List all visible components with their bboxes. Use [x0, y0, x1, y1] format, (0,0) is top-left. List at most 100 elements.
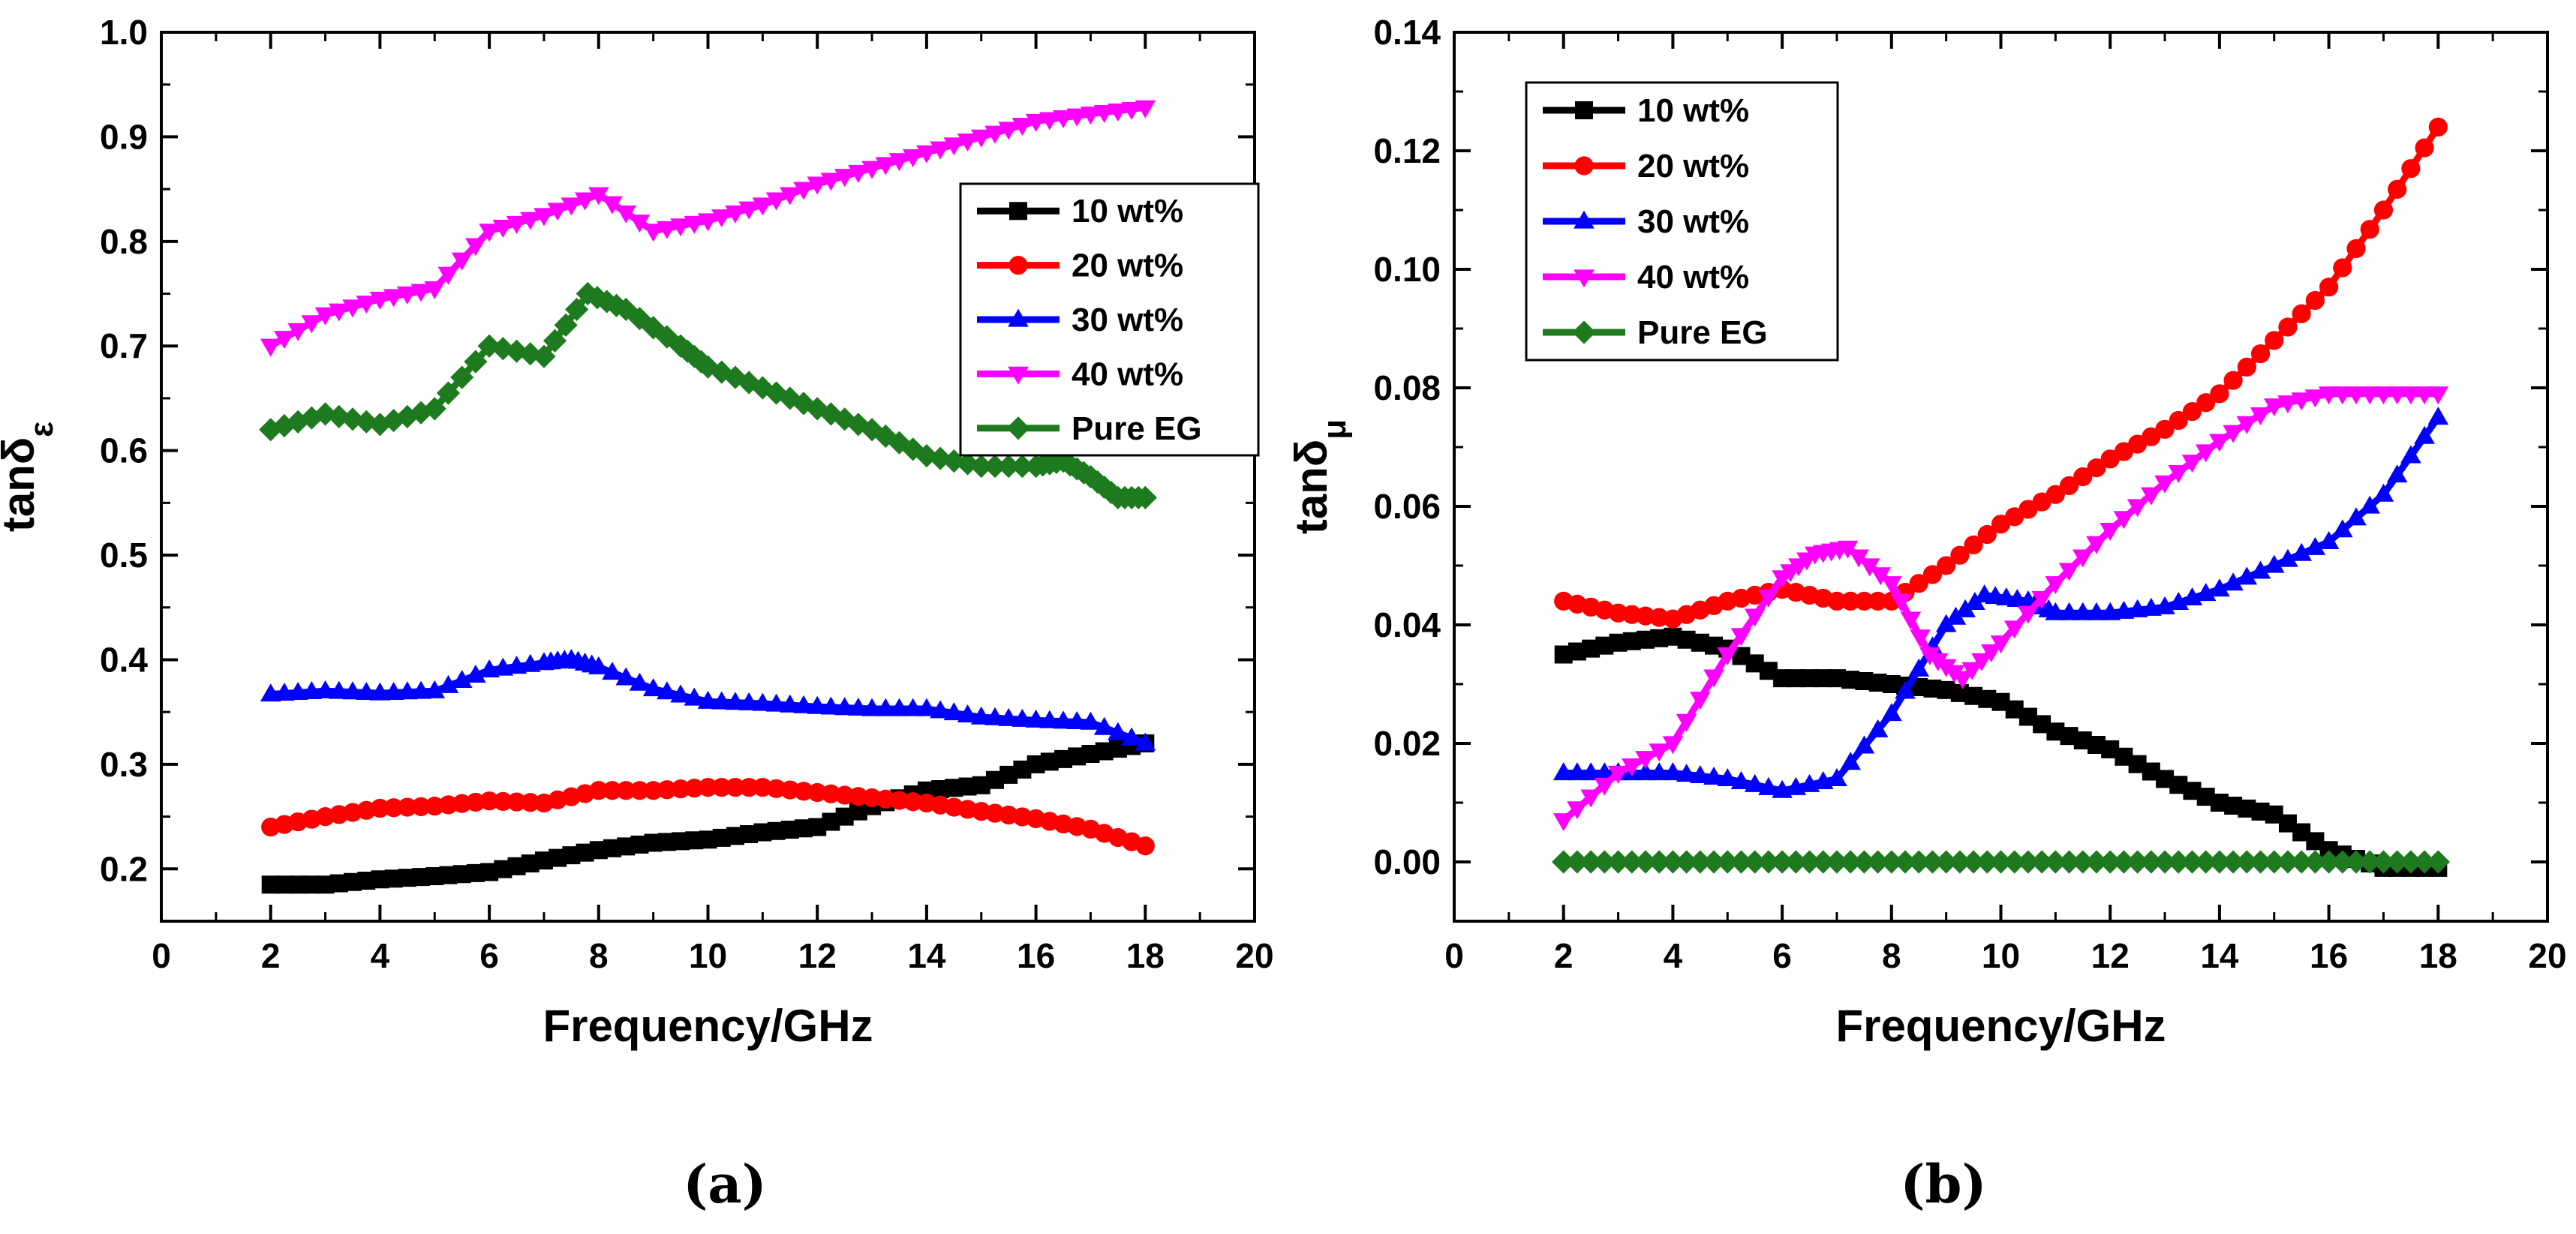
legend-item: Pure EG [1543, 314, 1768, 351]
data-point [1964, 535, 1983, 554]
data-point [2166, 850, 2190, 874]
data-point [765, 693, 787, 712]
data-point [821, 784, 841, 803]
data-point [2250, 344, 2271, 364]
data-point [412, 868, 431, 887]
data-point [1635, 762, 1656, 781]
data-point [2087, 735, 2106, 754]
data-point [657, 780, 677, 800]
data-point [1881, 703, 1902, 722]
data-point [2180, 850, 2205, 874]
data-point [547, 203, 568, 221]
legend-marker [1008, 366, 1029, 385]
data-point [2209, 578, 2230, 597]
data-point [672, 832, 690, 851]
data-point [397, 681, 418, 700]
data-point [1980, 644, 2002, 662]
data-point [2401, 159, 2421, 179]
data-point [437, 674, 459, 693]
data-point [2262, 850, 2286, 874]
y-tick-label: 0.7 [100, 326, 148, 365]
data-point [642, 316, 666, 340]
data-point [711, 691, 732, 710]
x-tick-label: 16 [2310, 936, 2348, 975]
data-point [260, 338, 281, 357]
data-point [630, 835, 649, 854]
data-point [629, 672, 651, 691]
data-point [861, 698, 882, 716]
legend-marker [1574, 210, 1595, 229]
data-point [2304, 536, 2326, 555]
data-point [1759, 662, 1778, 680]
data-point [2373, 386, 2394, 405]
data-point [342, 681, 363, 700]
x-tick-label: 8 [589, 936, 609, 975]
y-axis-title-main: tanδ [1286, 440, 1336, 534]
data-point [1758, 589, 1779, 608]
data-point [876, 789, 895, 809]
data-point [532, 344, 556, 368]
y-tick-label: 0.04 [1373, 605, 1441, 644]
data-point [697, 690, 719, 709]
data-point [465, 238, 486, 257]
data-point [1955, 599, 1976, 617]
data-point [644, 781, 663, 800]
data-point [2045, 576, 2067, 595]
data-point [1066, 711, 1088, 730]
data-point [464, 350, 488, 374]
data-point [1635, 751, 1656, 770]
data-point [794, 819, 813, 838]
data-point [519, 212, 541, 230]
data-point [2139, 850, 2163, 874]
legend-marker [1574, 156, 1594, 176]
data-point [616, 781, 636, 800]
data-point [2278, 814, 2297, 833]
data-point [521, 793, 540, 812]
legend-label: 20 wt% [1072, 248, 1183, 284]
data-point [1607, 765, 1629, 784]
data-point [2358, 850, 2382, 874]
data-point [1827, 669, 1846, 688]
data-point [1053, 710, 1074, 729]
data-point [1594, 777, 1616, 796]
data-point [689, 350, 713, 374]
x-tick-label: 14 [907, 936, 946, 975]
data-point [1662, 736, 1684, 755]
data-point [1553, 813, 1574, 832]
data-point [1825, 850, 1849, 874]
x-tick-label: 2 [1554, 936, 1574, 975]
data-point [2414, 425, 2435, 444]
data-point [1677, 630, 1696, 649]
data-point [888, 698, 910, 716]
legend-label: 30 wt% [1072, 302, 1183, 338]
data-point [902, 698, 924, 716]
data-point [1868, 591, 1888, 611]
x-tick-label: 20 [1235, 936, 1273, 975]
data-point [313, 402, 338, 426]
data-point [1841, 591, 1860, 611]
data-point [2251, 802, 2270, 821]
data-point [2156, 770, 2175, 788]
data-point [1620, 850, 1644, 874]
data-point [1893, 850, 1917, 874]
data-point [2415, 138, 2434, 158]
data-point [752, 692, 774, 711]
series-40-wt- [260, 100, 1156, 357]
data-point [685, 831, 704, 850]
data-point [1647, 850, 1671, 874]
data-point [465, 664, 486, 683]
data-point [943, 137, 965, 156]
data-point [1908, 658, 1930, 677]
data-point [1909, 574, 1928, 593]
data-point [1081, 744, 1100, 763]
data-point [712, 828, 731, 847]
data-point [2399, 850, 2423, 874]
data-point [411, 797, 431, 816]
data-point [615, 667, 637, 686]
data-point [289, 875, 308, 894]
data-point [930, 141, 951, 160]
data-point [793, 695, 814, 713]
data-point [1961, 662, 1983, 680]
data-point [1923, 679, 1942, 698]
